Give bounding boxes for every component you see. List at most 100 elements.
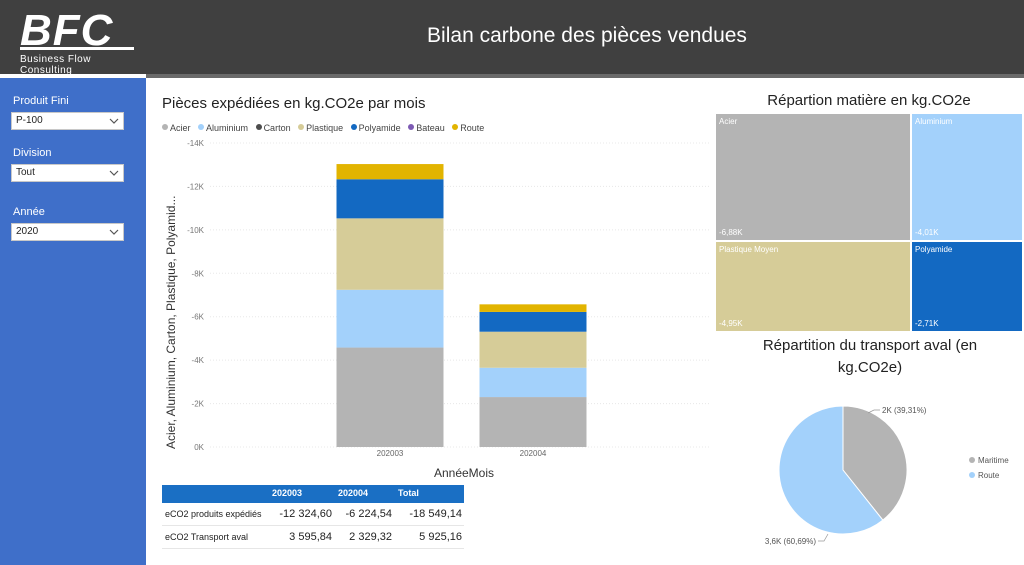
legend-item-plastique[interactable]: Plastique	[298, 123, 343, 133]
pie-slice-maritime[interactable]	[842, 405, 908, 521]
bar-segment-acier-202004[interactable]	[479, 397, 587, 447]
header-divider	[146, 74, 1024, 78]
legend-item-carton[interactable]: Carton	[255, 123, 291, 133]
legend-dot	[452, 124, 459, 130]
page-title: Bilan carbone des pièces vendues	[427, 24, 747, 47]
cell-value: 2 329,32	[349, 531, 392, 543]
legend-dot	[350, 124, 357, 130]
bar-segment-route-202003[interactable]	[336, 164, 444, 180]
tile-name: Aluminium	[915, 117, 953, 126]
treemap-tile-polyamide[interactable]: Polyamide -2,71K	[912, 242, 1022, 331]
x-axis-label: AnnéeMois	[434, 466, 494, 480]
legend-label: Bateau	[416, 123, 445, 133]
bar-segment-plastique-202004[interactable]	[479, 331, 587, 368]
logo-underline	[20, 47, 134, 50]
pie-data-label: 2K (39,31%)	[882, 406, 927, 415]
legend-dot	[408, 124, 415, 130]
y-tick-label: -12K	[187, 182, 205, 191]
legend-dot	[162, 124, 168, 130]
produit-dropdown[interactable]: P-100	[11, 112, 124, 130]
y-axis-label: Acier, Aluminium, Carton, Plastique, Pol…	[164, 196, 178, 449]
legend-item-aluminium[interactable]: Aluminium	[198, 123, 248, 133]
legend-label: Polyamide	[358, 123, 401, 133]
bar-chart-title: Pièces expédiées en kg.CO2e par mois	[162, 95, 426, 112]
x-tick-label: 202004	[520, 449, 547, 458]
chevron-down-icon	[109, 118, 119, 124]
cell-value: -12 324,60	[279, 508, 332, 520]
legend-dot	[198, 124, 205, 130]
table-row: eCO2 produits expédiés -12 324,60 -6 224…	[162, 503, 464, 526]
summary-table: 202003 202004 Total eCO2 produits expédi…	[162, 485, 464, 549]
y-tick-label: -2K	[192, 400, 205, 409]
table-row: eCO2 Transport aval 3 595,84 2 329,32 5 …	[162, 526, 464, 549]
column-header[interactable]: 202004	[338, 488, 369, 498]
pie-legend-label[interactable]: Maritime	[978, 456, 1009, 465]
tile-value: -2,71K	[915, 319, 939, 328]
leader-line	[867, 409, 880, 414]
pie-data-label: 3,6K (60,69%)	[765, 537, 816, 546]
bfc-logo: BFC Business Flow Consulting	[10, 6, 134, 76]
y-tick-label: -8K	[192, 269, 205, 278]
division-dropdown[interactable]: Tout	[11, 164, 124, 182]
slicer-label-division: Division	[13, 147, 52, 159]
legend-dot	[255, 124, 262, 130]
legend-dot	[969, 457, 975, 463]
pie-legend-label[interactable]: Route	[978, 471, 1000, 480]
x-tick-label: 202003	[377, 449, 404, 458]
treemap-tile-plastique[interactable]: Plastique Moyen -4,95K	[716, 242, 910, 331]
tile-value: -4,01K	[915, 228, 939, 237]
y-tick-label: -4K	[192, 356, 205, 365]
annee-dropdown[interactable]: 2020	[11, 223, 124, 241]
legend-label: Plastique	[306, 123, 344, 133]
legend-dot	[969, 472, 975, 478]
table-column-separator	[107, 503, 108, 545]
slicer-label-produit: Produit Fini	[13, 95, 69, 107]
legend-dot	[298, 124, 305, 130]
logo-text: BFC	[20, 6, 114, 55]
bar-segment-acier-202003[interactable]	[336, 347, 444, 447]
y-tick-label: -14K	[187, 139, 205, 148]
treemap-tile-acier[interactable]: Acier -6,88K	[716, 114, 910, 240]
leader-line	[818, 533, 829, 542]
slicer-label-annee: Année	[13, 206, 45, 218]
column-header[interactable]: 202003	[272, 488, 303, 498]
table-header: 202003 202004 Total	[162, 485, 464, 503]
row-label: eCO2 produits expédiés	[165, 509, 262, 519]
logo-subtitle: Business Flow Consulting	[20, 54, 91, 76]
tile-value: -6,88K	[719, 228, 743, 237]
chevron-down-icon	[109, 170, 119, 176]
treemap-title: Répartion matière en kg.CO2e	[767, 92, 971, 109]
legend-item-bateau[interactable]: Bateau	[408, 123, 445, 133]
legend-label: Route	[460, 123, 485, 133]
legend-label: Aluminium	[206, 123, 249, 133]
legend-item-route[interactable]: Route	[452, 123, 484, 133]
tile-name: Acier	[719, 117, 738, 126]
tile-name: Polyamide	[915, 245, 953, 254]
legend-item-polyamide[interactable]: Polyamide	[350, 123, 401, 133]
pie-chart: 2K (39,31%) 3,6K (60,69%) Maritime Route	[765, 405, 1009, 546]
legend-item-acier[interactable]: Acier	[162, 123, 191, 133]
pie-chart-title: Répartition du transport aval (en kg.CO2…	[762, 337, 978, 376]
filter-sidebar	[0, 78, 146, 565]
cell-value: -6 224,54	[345, 508, 392, 520]
legend-label: Acier	[170, 123, 191, 133]
stacked-bar-chart: 0K -2K -4K -6K -8K -10K -12K -14K Acier, Alumini…	[164, 139, 710, 480]
bar-segment-aluminium-202004[interactable]	[479, 367, 587, 398]
bar-chart-legend: Acier Aluminium Carton Plastique Polyami…	[162, 123, 489, 133]
bar-segment-plastique-202003[interactable]	[336, 218, 444, 290]
y-tick-label: -6K	[192, 313, 205, 322]
y-tick-label: -10K	[187, 226, 205, 235]
treemap-tile-aluminium[interactable]: Aluminium -4,01K	[912, 114, 1022, 240]
bar-segment-polyamide-202004[interactable]	[479, 311, 587, 332]
header-bar: BFC Business Flow Consulting Bilan carbo…	[0, 0, 1024, 76]
column-header[interactable]: Total	[398, 488, 419, 498]
cell-value: 5 925,16	[419, 531, 462, 543]
chevron-down-icon	[109, 229, 119, 235]
row-label: eCO2 Transport aval	[165, 532, 249, 542]
bar-segment-route-202004[interactable]	[479, 304, 587, 312]
tile-value: -4,95K	[719, 319, 743, 328]
bar-segment-aluminium-202003[interactable]	[336, 289, 444, 348]
bar-segment-polyamide-202003[interactable]	[336, 179, 444, 219]
pie-slice-route[interactable]	[778, 405, 884, 535]
legend-label: Carton	[263, 123, 291, 133]
